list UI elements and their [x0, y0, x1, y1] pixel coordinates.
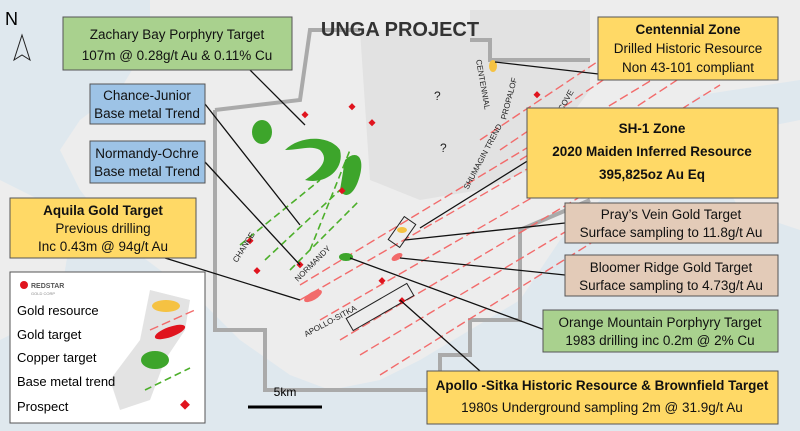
gold-resource — [489, 60, 497, 72]
callout-text: Base metal Trend — [94, 106, 200, 121]
callout-box — [89, 83, 206, 125]
callout-text: Surface sampling to 4.73g/t Au — [579, 278, 763, 293]
map-label: ? — [434, 89, 441, 103]
brand-name: REDSTAR — [31, 283, 64, 290]
callout-box — [564, 202, 779, 244]
project-boundary — [213, 28, 591, 392]
legend-swatch — [141, 351, 169, 369]
gold-resource — [397, 227, 407, 233]
legend-swatch — [154, 324, 186, 340]
scale-label: 5km — [274, 385, 297, 399]
north-label: N — [5, 9, 18, 29]
copper-target — [285, 138, 341, 181]
legend-swatch — [180, 399, 190, 410]
legend-swatch — [144, 367, 191, 391]
gold-target — [304, 289, 322, 303]
north-arrow — [13, 33, 31, 62]
callout-text: Surface sampling to 11.8g/t Au — [580, 225, 763, 240]
callout-text: Inc 0.43m @ 94g/t Au — [38, 239, 168, 254]
callout-text: 1980s Underground sampling 2m @ 31.9g/t … — [461, 400, 743, 415]
legend-label: Base metal trend — [17, 374, 115, 389]
callout-text: 107m @ 0.28g/t Au & 0.11% Cu — [82, 48, 273, 63]
legend-label: Gold target — [17, 327, 82, 342]
callout-text: Base metal Trend — [94, 164, 200, 179]
legend: REDSTAR GOLD CORP Gold resource Gold tar… — [9, 271, 206, 424]
resource-outline — [345, 282, 415, 332]
callout-text: Normandy-Ochre — [95, 146, 199, 161]
legend-label: Copper target — [17, 350, 97, 365]
legend-label: Prospect — [17, 399, 69, 414]
resource-outline — [387, 215, 417, 249]
callout-text: Centennial Zone — [635, 22, 740, 37]
callout-text: Bloomer Ridge Gold Target — [590, 260, 753, 275]
callout-box — [542, 309, 779, 353]
callout-text: Non 43-101 compliant — [622, 60, 754, 75]
callout-box — [62, 16, 293, 71]
prospects — [246, 91, 541, 305]
callout-text: Zachary Bay Porphyry Target — [90, 27, 265, 42]
callout-text: Previous drilling — [55, 221, 150, 236]
callout-text: Pray’s Vein Gold Target — [601, 207, 742, 222]
callout-text: 2020 Maiden Inferred Resource — [552, 144, 752, 159]
legend-swatch — [152, 300, 180, 312]
brand-logo — [20, 281, 28, 289]
legend-label: Gold resource — [17, 303, 99, 318]
callout-box — [9, 197, 197, 259]
legend-swatch — [149, 309, 196, 331]
callout-text: 395,825oz Au Eq — [599, 167, 705, 182]
callout-text: Drilled Historic Resource — [614, 41, 763, 56]
callout-text: Orange Mountain Porphyry Target — [558, 315, 761, 330]
map-label: ? — [440, 141, 447, 155]
title: UNGA PROJECT — [321, 19, 479, 41]
brand-sub: GOLD CORP — [31, 291, 55, 296]
callout-box — [597, 16, 779, 81]
callout-box — [89, 140, 206, 184]
gold-target — [391, 253, 403, 261]
leader-lines — [164, 61, 651, 372]
callout-box — [426, 370, 779, 425]
copper-target — [252, 120, 272, 144]
callout-text: Chance-Junior — [103, 88, 191, 103]
callout-box — [526, 107, 779, 199]
callout-text: Aquila Gold Target — [43, 203, 163, 218]
callout-box — [564, 254, 779, 297]
legend-island — [110, 290, 190, 410]
callout-text: 1983 drilling inc 0.2m @ 2% Cu — [565, 333, 754, 348]
copper-target — [339, 253, 353, 261]
callout-text: Apollo -Sitka Historic Resource & Brownf… — [436, 378, 769, 393]
copper-target — [340, 155, 362, 195]
callout-text: SH-1 Zone — [619, 121, 686, 136]
